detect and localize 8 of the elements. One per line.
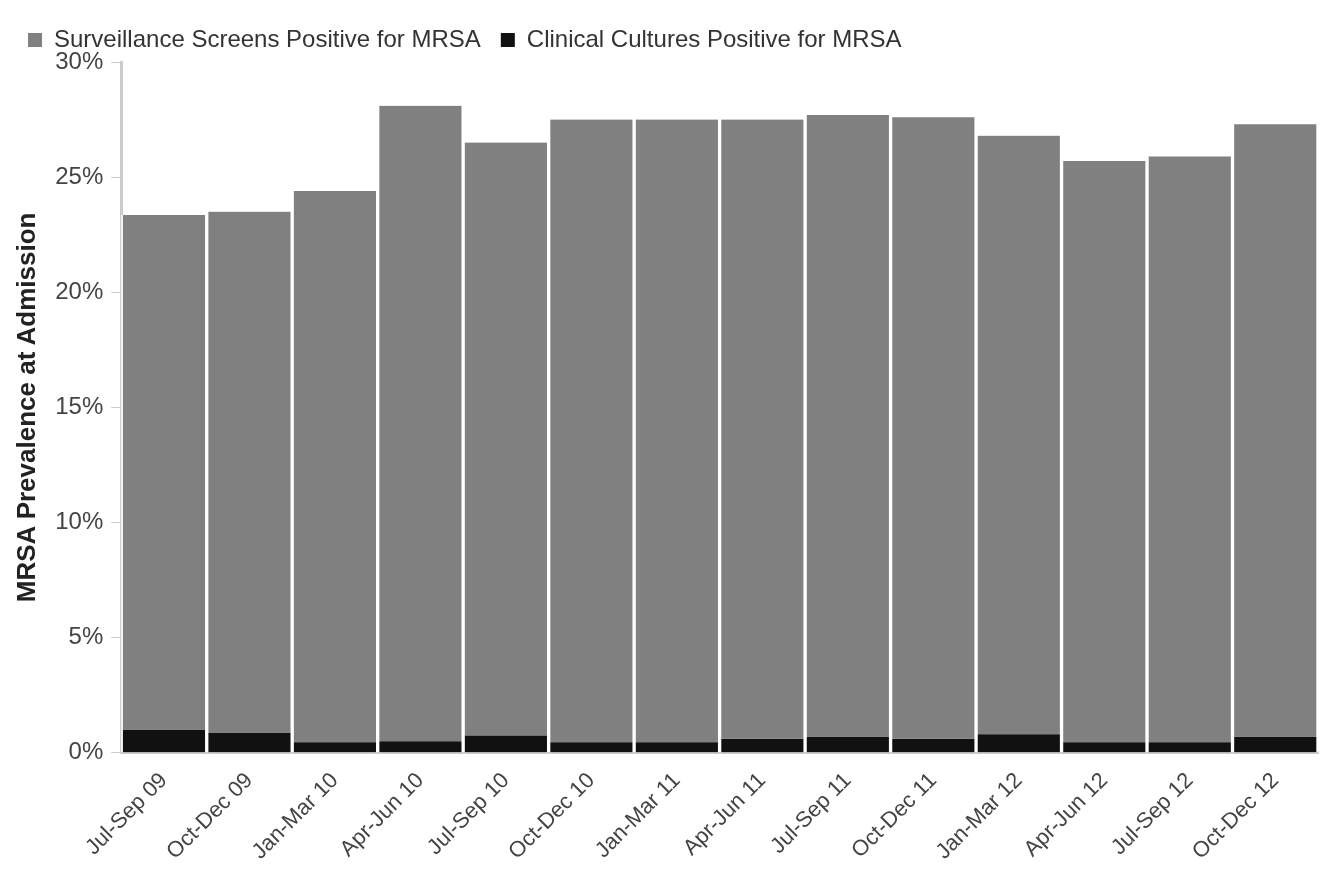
y-tick-label: 20% — [55, 276, 104, 304]
y-tick-label: 25% — [55, 161, 104, 189]
y-tick-label: 0% — [68, 737, 104, 765]
legend-label: Clinical Cultures Positive for MRSA — [526, 24, 902, 52]
y-tick-label: 5% — [68, 622, 104, 650]
y-axis-title: MRSA Prevalence at Admission — [10, 212, 41, 603]
y-tick-label: 10% — [55, 507, 104, 535]
y-tick-label: 15% — [55, 391, 104, 419]
